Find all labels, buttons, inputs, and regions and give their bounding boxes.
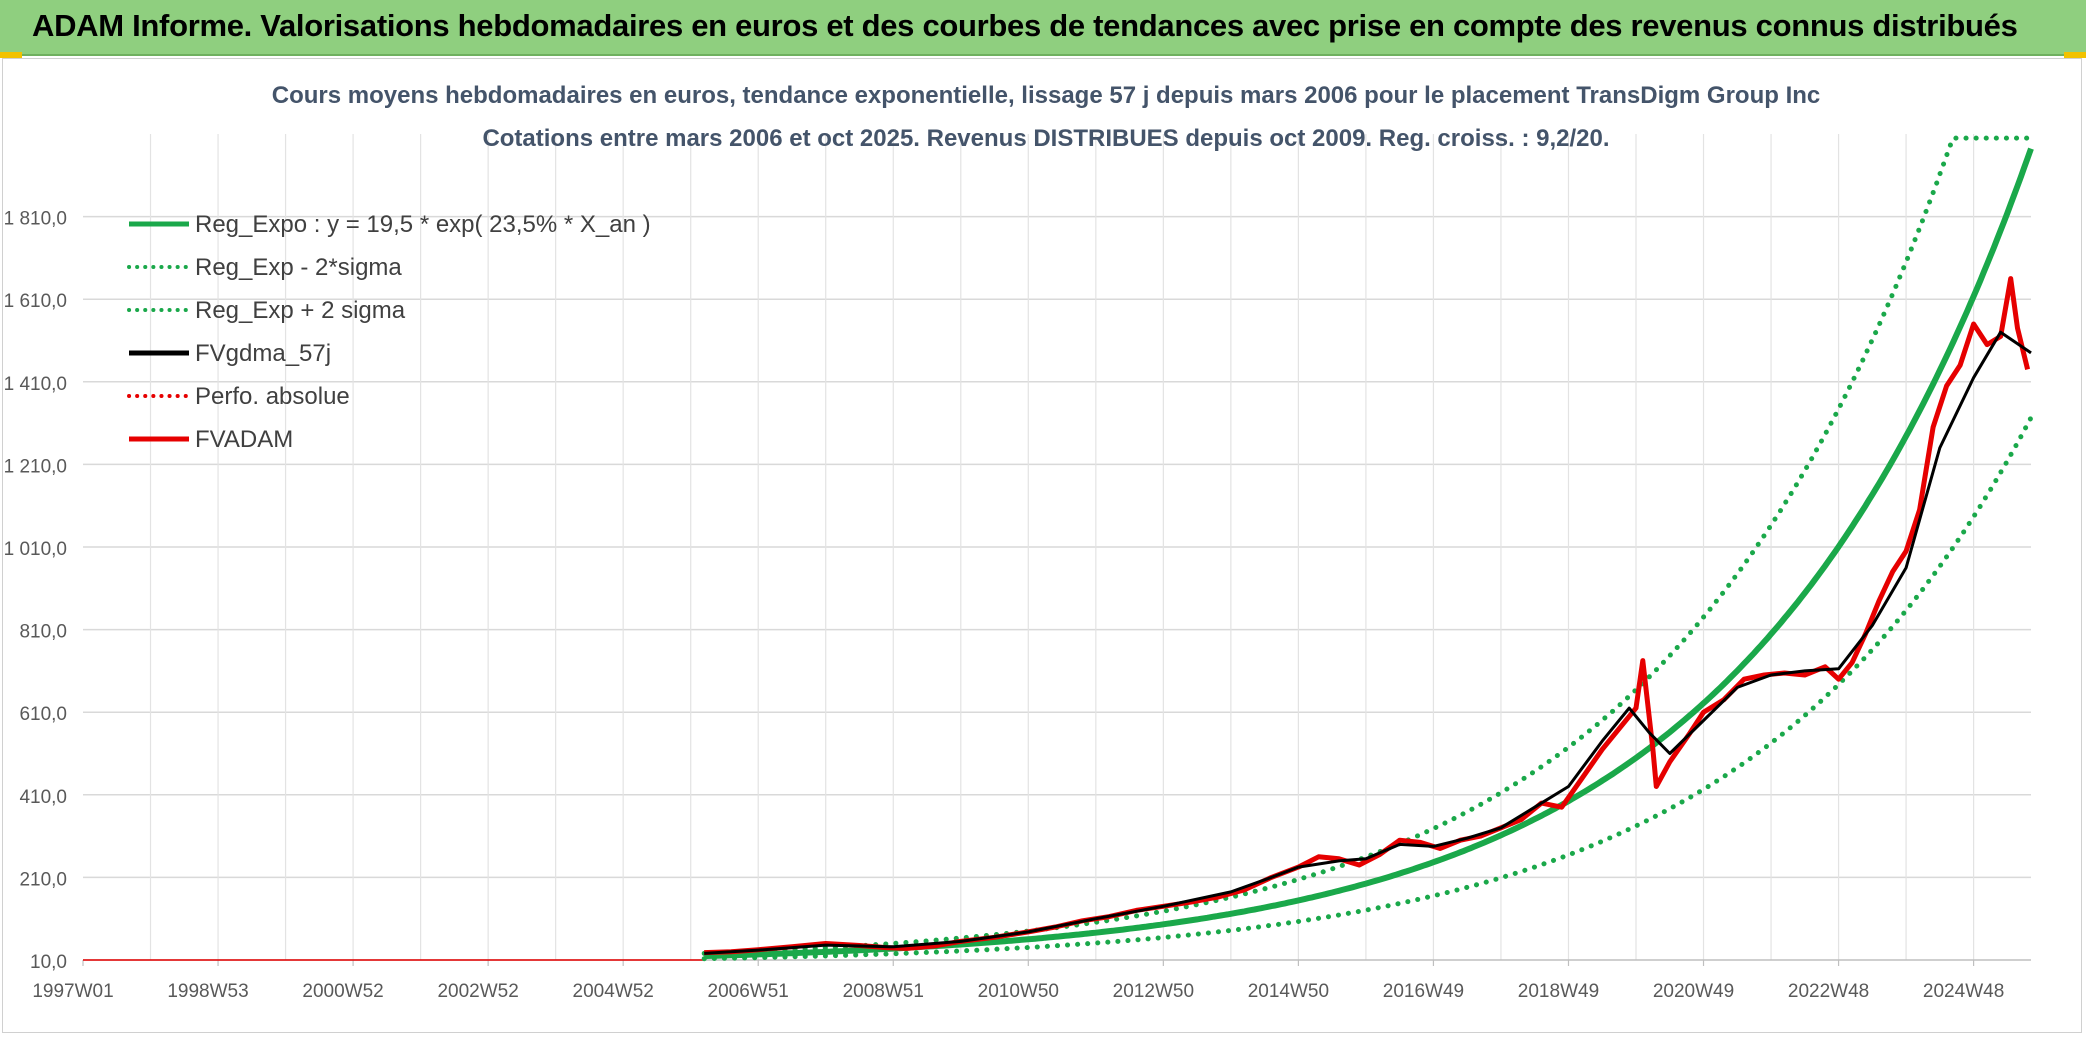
reg-plus-2sigma-line [701, 135, 2034, 956]
y-tick-label: 1 210,0 [4, 456, 67, 477]
legend-item: Reg_Expo : y = 19,5 * exp( 23,5% * X_an … [129, 211, 651, 238]
x-tick-label: 1998W53 [167, 981, 248, 1002]
corner-marker-right [2064, 52, 2086, 58]
x-tick-label: 2000W52 [302, 981, 383, 1002]
y-tick-label: 10,0 [30, 952, 67, 973]
legend-item: Perfo. absolue [127, 383, 350, 410]
grid [83, 134, 2031, 960]
legend-item: FVADAM [129, 426, 293, 453]
x-tick-label: 2006W51 [708, 981, 789, 1002]
y-tick-label: 210,0 [19, 869, 67, 890]
y-tick-label: 1 810,0 [4, 209, 67, 230]
chart-subtitle: Cotations entre mars 2006 et oct 2025. R… [482, 125, 1609, 152]
y-tick-label: 410,0 [19, 787, 67, 808]
x-tick-label: 2008W51 [843, 981, 924, 1002]
axes: 10,0 210,0 410,0 610,0 810,0 1 010,0 1 210,0 1 … [4, 209, 2031, 1002]
chart-title: Cours moyens hebdomadaires en euros, ten… [272, 82, 1821, 109]
x-tick-label: 1997W01 [32, 981, 113, 1002]
legend-item: Reg_Exp - 2*sigma [127, 254, 402, 281]
x-tick-label: 2020W49 [1653, 981, 1734, 1002]
plot-lines [83, 135, 2034, 962]
banner: ADAM Informe. Valorisations hebdomadaire… [0, 0, 2086, 56]
y-tick-label: 1 010,0 [4, 539, 67, 560]
legend-label: FVADAM [195, 426, 293, 453]
x-tick-label: 2016W49 [1383, 981, 1464, 1002]
legend-label: FVgdma_57j [195, 340, 331, 367]
x-tick-label: 2014W50 [1248, 981, 1329, 1002]
reg-expo-line [704, 147, 2034, 960]
chart: 10,0 210,0 410,0 610,0 810,0 1 010,0 1 210,0 1 … [4, 82, 2034, 1002]
y-tick-label: 810,0 [19, 622, 67, 643]
y-tick-label: 610,0 [19, 704, 67, 725]
y-tick-label: 1 610,0 [4, 291, 67, 312]
x-tick-label: 2004W52 [573, 981, 654, 1002]
x-tick-label: 2022W48 [1788, 981, 1869, 1002]
series-fvgdma-57j-line [704, 330, 2032, 955]
legend-label: Reg_Exp + 2 sigma [195, 297, 406, 324]
reg-minus-2sigma-line [701, 415, 2034, 962]
chart-frame: 10,0 210,0 410,0 610,0 810,0 1 010,0 1 210,0 1 … [2, 58, 2082, 1033]
x-tick-label: 2018W49 [1518, 981, 1599, 1002]
legend-label: Reg_Expo : y = 19,5 * exp( 23,5% * X_an … [195, 211, 651, 238]
legend-label: Perfo. absolue [195, 383, 350, 410]
banner-title: ADAM Informe. Valorisations hebdomadaire… [32, 8, 2018, 43]
corner-marker-left [0, 52, 22, 58]
y-tick-label: 1 410,0 [4, 374, 67, 395]
legend-item: FVgdma_57j [129, 340, 331, 367]
x-tick-label: 2002W52 [437, 981, 518, 1002]
legend: Reg_Expo : y = 19,5 * exp( 23,5% * X_an … [127, 211, 651, 453]
x-tick-label: 2012W50 [1113, 981, 1194, 1002]
legend-item: Reg_Exp + 2 sigma [127, 297, 406, 324]
legend-label: Reg_Exp - 2*sigma [195, 254, 402, 281]
x-tick-label: 2010W50 [978, 981, 1059, 1002]
x-tick-label: 2024W48 [1923, 981, 2004, 1002]
